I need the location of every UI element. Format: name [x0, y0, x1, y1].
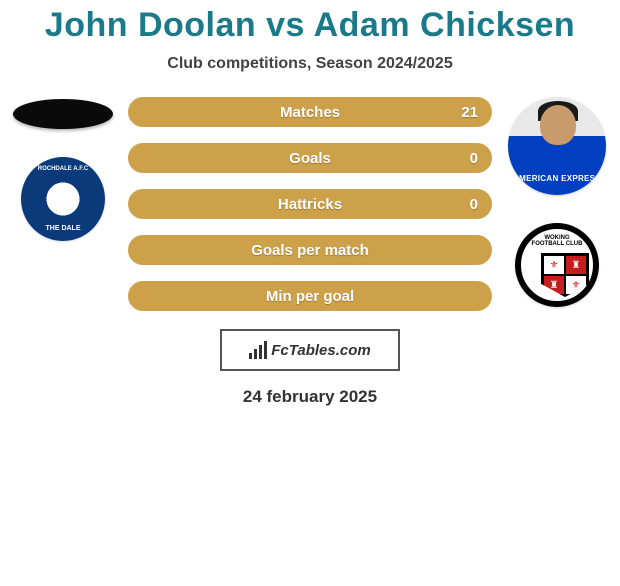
player2-column: AMERICAN EXPRESS WOKING FOOTBALL CLUB ⚜ …: [502, 97, 612, 307]
stat-bar: Hattricks0: [128, 189, 492, 219]
player2-crest-text: WOKING FOOTBALL CLUB: [529, 235, 585, 247]
player1-column: [8, 97, 118, 241]
stat-bar: Matches21: [128, 97, 492, 127]
player1-avatar: [13, 97, 113, 129]
player2-jersey-sponsor: AMERICAN EXPRESS: [508, 174, 606, 183]
fleur-icon: ⚜: [550, 260, 559, 271]
stat-value-right: 0: [470, 191, 478, 217]
brand-text: FcTables.com: [271, 342, 370, 359]
player2-avatar: AMERICAN EXPRESS: [508, 97, 606, 195]
stat-label: Min per goal: [130, 283, 490, 309]
player2-crest-inner: WOKING FOOTBALL CLUB ⚜ ♜ ♜ ⚜: [529, 237, 585, 293]
stat-bar: Min per goal: [128, 281, 492, 311]
player2-crest: WOKING FOOTBALL CLUB ⚜ ♜ ♜ ⚜: [515, 223, 599, 307]
comparison-row: Matches21Goals0Hattricks0Goals per match…: [0, 97, 620, 311]
page-title: John Doolan vs Adam Chicksen: [0, 6, 620, 45]
castle-icon: ♜: [572, 260, 581, 271]
stat-value-right: 21: [461, 99, 478, 125]
stat-label: Matches: [130, 99, 490, 125]
fleur-icon: ⚜: [572, 280, 581, 291]
stat-bar: Goals per match: [128, 235, 492, 265]
stat-value-right: 0: [470, 145, 478, 171]
player2-crest-shield: ⚜ ♜ ♜ ⚜: [541, 253, 589, 297]
stat-label: Goals per match: [130, 237, 490, 263]
bars-icon: [249, 341, 267, 359]
footer-date: 24 february 2025: [0, 387, 620, 407]
player1-avatar-shape: [13, 99, 113, 129]
brand-banner: FcTables.com: [220, 329, 400, 371]
stat-label: Goals: [130, 145, 490, 171]
page-subtitle: Club competitions, Season 2024/2025: [0, 55, 620, 73]
castle-icon: ♜: [550, 280, 559, 291]
stat-bar: Goals0: [128, 143, 492, 173]
stat-label: Hattricks: [130, 191, 490, 217]
player1-crest: [21, 157, 105, 241]
stats-bars: Matches21Goals0Hattricks0Goals per match…: [122, 97, 498, 311]
player2-head: [540, 105, 576, 145]
